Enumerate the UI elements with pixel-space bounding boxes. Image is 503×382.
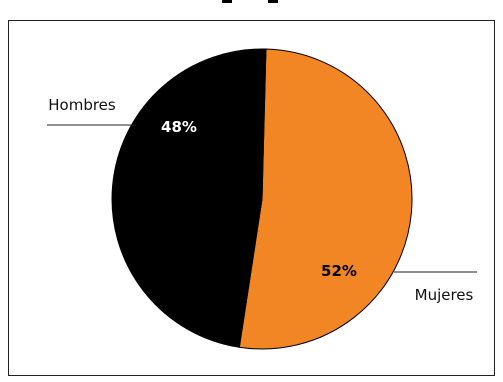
- cropped-title-strip: [0, 0, 503, 18]
- percent-label-hombres: 48%: [161, 118, 197, 136]
- cropped-title-glyph: [222, 0, 232, 3]
- cropped-title-remnants: [222, 0, 278, 3]
- pie-slice-hombres: [111, 48, 267, 348]
- cropped-title-glyph: [268, 0, 278, 3]
- category-label-hombres: Hombres: [48, 96, 116, 114]
- category-label-mujeres: Mujeres: [415, 286, 474, 304]
- pie-labels: 52% 48%: [161, 118, 357, 280]
- pie-chart: 52% 48% Mujeres Hombres: [47, 48, 477, 350]
- chart-frame: 52% 48% Mujeres Hombres: [8, 20, 495, 376]
- pie-slice-mujeres: [238, 48, 413, 350]
- pie-slices: [111, 48, 413, 350]
- pie-callouts: Mujeres Hombres: [47, 96, 477, 304]
- percent-label-mujeres: 52%: [321, 262, 357, 280]
